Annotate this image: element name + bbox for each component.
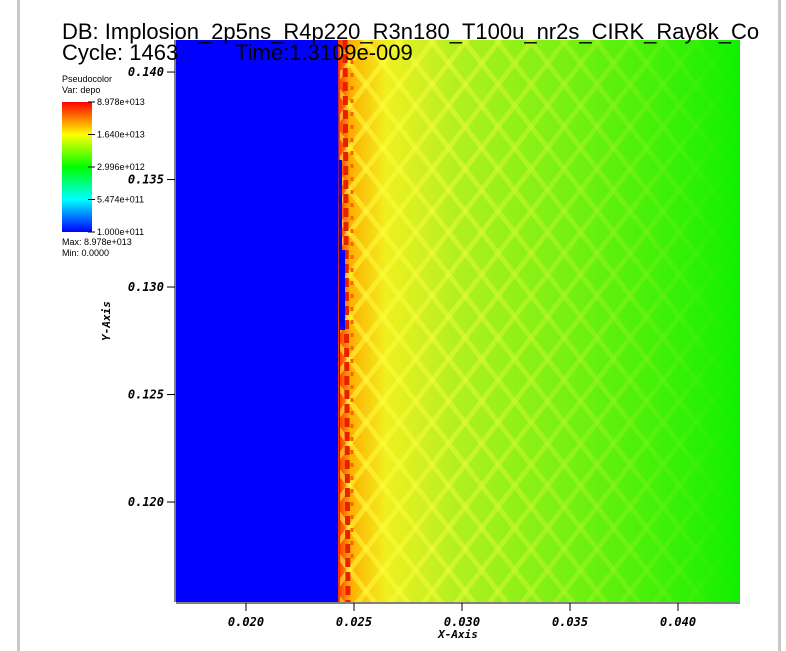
y-tick-label: 0.140 (128, 65, 164, 79)
y-tick-label: 0.135 (128, 173, 164, 187)
legend-tick-label: 1.640e+013 (97, 130, 145, 140)
y-tick-label: 0.120 (128, 495, 164, 509)
x-tick-label: 0.035 (552, 615, 588, 629)
y-axis-label: Y-Axis (100, 301, 113, 341)
time: Time:1.3109e-009 (235, 40, 413, 65)
x-tick-label: 0.030 (444, 615, 480, 629)
y-tick-label: 0.125 (128, 388, 164, 402)
colorbar (62, 102, 92, 232)
field (176, 39, 740, 603)
legend-tick-label: 8.978e+013 (97, 97, 145, 107)
cycle: Cycle: 1463 (62, 40, 178, 65)
legend-title: Pseudocolor (62, 74, 112, 84)
frame (17, 0, 20, 651)
legend-tick-label: 5.474e+011 (97, 194, 144, 204)
legend-min: Min: 0.0000 (62, 248, 109, 258)
x-axis-label: X-Axis (437, 628, 478, 641)
x-tick-label: 0.020 (228, 615, 264, 629)
x-tick-label: 0.025 (336, 615, 372, 629)
legend-max: Max: 8.978e+013 (62, 237, 132, 247)
legend-tick-label: 1.000e+011 (97, 227, 144, 237)
x-tick-label: 0.040 (660, 615, 696, 629)
y-tick-label: 0.130 (128, 280, 164, 294)
legend-variable: Var: depo (62, 85, 100, 95)
frame (778, 0, 781, 651)
legend-tick-label: 2.996e+012 (97, 162, 145, 172)
title: DB: Implosion_2p5ns_R4p220_R3n180_T100u_… (62, 19, 759, 44)
